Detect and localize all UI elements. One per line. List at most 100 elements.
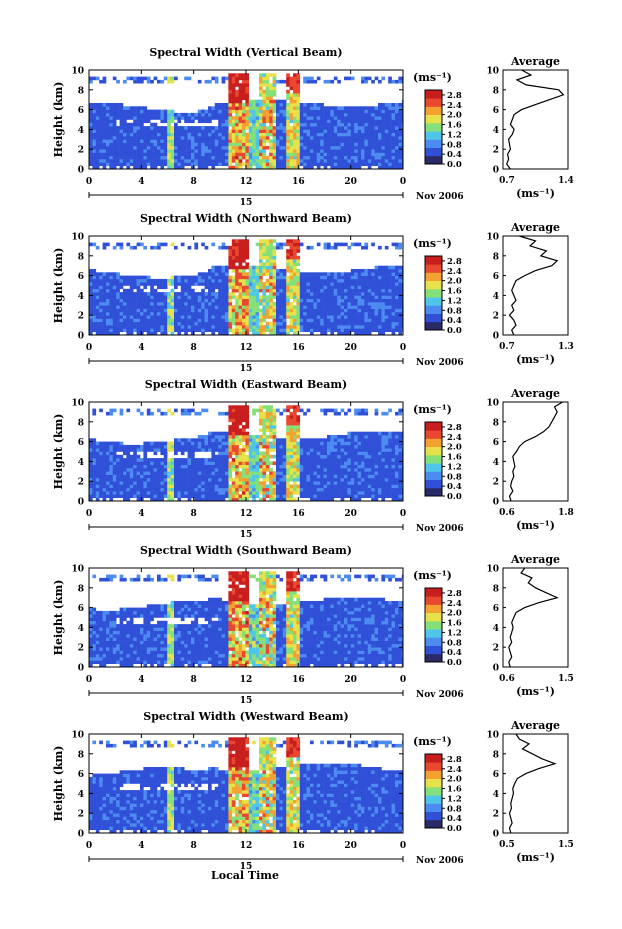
heatmap-cell <box>89 106 93 110</box>
heatmap-cell <box>228 408 233 413</box>
heatmap-cell <box>126 282 131 286</box>
heatmap-cell <box>194 162 199 166</box>
heatmap-cell <box>177 494 182 498</box>
heatmap-cell <box>126 471 131 475</box>
heatmap-cell <box>92 458 97 462</box>
heatmap-cell <box>136 494 141 498</box>
heatmap-cell <box>391 152 396 157</box>
heatmap-cell <box>170 487 175 492</box>
heatmap-cell <box>238 411 243 416</box>
heatmap-cell <box>238 96 243 100</box>
heatmap-cell <box>191 292 195 296</box>
heatmap-cell <box>143 275 148 280</box>
heatmap-cell <box>272 116 277 120</box>
average-y-tick-label: 6 <box>493 272 499 282</box>
heatmap-cell <box>160 464 165 469</box>
heatmap-cell <box>136 285 141 290</box>
heatmap-cell <box>282 149 287 153</box>
heatmap-cell <box>92 155 97 160</box>
heatmap-cell <box>276 295 280 299</box>
heatmap-cell <box>395 278 399 283</box>
heatmap-cell <box>150 292 154 296</box>
heatmap-cell <box>391 79 396 84</box>
heatmap-cell <box>299 315 304 319</box>
heatmap-cell <box>242 103 246 107</box>
heatmap-cell <box>184 318 188 323</box>
heatmap-cell <box>211 448 216 452</box>
heatmap-cell <box>248 302 253 306</box>
heatmap-cell <box>208 116 212 120</box>
heatmap-cell <box>357 129 362 133</box>
heatmap-cell <box>235 145 239 150</box>
heatmap-cell <box>225 302 229 306</box>
heatmap-cell <box>296 136 301 140</box>
heatmap-cell <box>306 288 311 293</box>
heatmap-cell <box>289 259 294 263</box>
heatmap-cell <box>378 245 382 250</box>
heatmap-cell <box>255 325 260 329</box>
heatmap-cell <box>310 126 314 130</box>
heatmap-cell <box>197 109 202 114</box>
heatmap-cell <box>99 122 103 127</box>
heatmap-cell <box>123 159 127 163</box>
heatmap-cell <box>327 132 331 137</box>
heatmap-cell <box>109 328 114 332</box>
heatmap-cell <box>347 311 352 316</box>
heatmap-cell <box>167 497 171 501</box>
heatmap-cell <box>255 328 260 332</box>
heatmap-cell <box>228 438 233 442</box>
heatmap-cell <box>95 162 100 166</box>
heatmap-cell <box>150 155 154 160</box>
heatmap-cell <box>191 484 195 489</box>
heatmap-cell <box>150 132 154 137</box>
heatmap-cell <box>289 308 294 313</box>
heatmap-cell <box>95 448 100 452</box>
heatmap-cell <box>99 139 103 143</box>
heatmap-cell <box>255 298 260 303</box>
heatmap-cell <box>157 308 161 313</box>
heatmap-cell <box>116 458 120 462</box>
heatmap-cell <box>235 265 239 270</box>
heatmap-cell <box>112 126 117 130</box>
heatmap-cell <box>398 126 403 130</box>
heatmap-cell <box>235 239 239 243</box>
heatmap-cell <box>214 265 219 270</box>
heatmap-cell <box>289 109 294 114</box>
heatmap-cell <box>323 302 328 306</box>
heatmap-cell <box>347 315 352 319</box>
heatmap-cell <box>211 431 216 436</box>
heatmap-cell <box>252 491 256 495</box>
heatmap-cell <box>231 464 236 469</box>
heatmap-cell <box>384 305 389 309</box>
heatmap-cell <box>218 109 222 114</box>
heatmap-cell <box>245 145 250 150</box>
heatmap-cell <box>163 308 168 313</box>
heatmap-cell <box>364 155 369 160</box>
heatmap-cell <box>228 262 233 266</box>
heatmap-cell <box>99 149 103 153</box>
heatmap-cell <box>245 272 250 276</box>
heatmap-cell <box>361 109 365 114</box>
heatmap-cell <box>310 318 314 323</box>
heatmap-cell <box>269 282 273 286</box>
heatmap-cell <box>143 152 148 157</box>
heatmap-cell <box>262 328 267 332</box>
heatmap-cell <box>231 83 236 87</box>
heatmap-cell <box>238 405 243 409</box>
heatmap-cell <box>238 103 243 107</box>
heatmap-cell <box>231 159 236 163</box>
heatmap-cell <box>269 145 273 150</box>
heatmap-cell <box>167 328 171 332</box>
heatmap-cell <box>187 494 192 498</box>
heatmap-cell <box>371 116 375 120</box>
heatmap-cell <box>225 288 229 293</box>
heatmap-cell <box>235 255 239 260</box>
heatmap-cell <box>231 129 236 133</box>
heatmap-cell <box>286 89 290 94</box>
heatmap-cell <box>106 411 110 416</box>
heatmap-cell <box>184 275 188 280</box>
heatmap-cell <box>235 477 239 482</box>
heatmap-cell <box>129 305 134 309</box>
heatmap-cell <box>316 152 321 157</box>
heatmap-cell <box>316 302 321 306</box>
